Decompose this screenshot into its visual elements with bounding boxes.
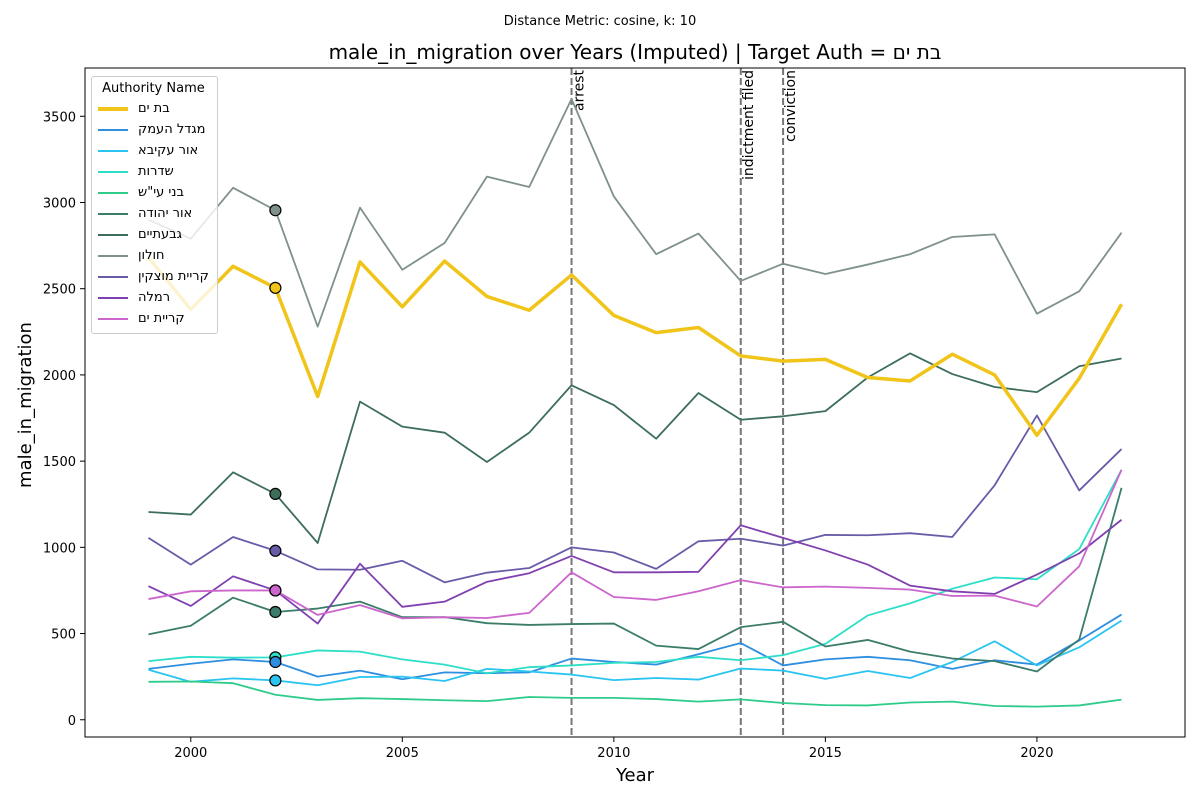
series-line bbox=[148, 519, 1123, 625]
imputed-point bbox=[269, 487, 282, 500]
legend-item: קריית מוצקין bbox=[98, 266, 209, 287]
x-tick-label: 2020 bbox=[1020, 746, 1053, 761]
event-label-conviction: conviction bbox=[783, 70, 799, 142]
legend-label: בני עי"ש bbox=[138, 185, 184, 200]
series-line bbox=[148, 469, 1123, 675]
legend-swatch bbox=[98, 275, 128, 278]
imputed-point bbox=[269, 281, 282, 294]
legend-label: קריית מוצקין bbox=[138, 269, 209, 284]
legend-swatch bbox=[98, 317, 128, 320]
chart-title: male_in_migration over Years (Imputed) |… bbox=[328, 40, 942, 64]
legend-label: שדרות bbox=[138, 164, 174, 179]
series-lines bbox=[147, 98, 1124, 708]
legend-swatch bbox=[98, 212, 128, 215]
legend-label: אור יהודה bbox=[138, 206, 193, 221]
legend-item: בת ים bbox=[98, 98, 209, 119]
y-tick-label: 0 bbox=[68, 714, 76, 729]
legend-title: Authority Name bbox=[102, 81, 205, 96]
event-markers: arrest indictment filed conviction bbox=[570, 68, 799, 737]
x-axis-label: Year bbox=[615, 765, 655, 786]
series-line bbox=[147, 256, 1124, 438]
legend-item: שדרות bbox=[98, 161, 209, 182]
legend-label: רמלה bbox=[138, 290, 171, 305]
legend-swatch bbox=[98, 233, 128, 236]
y-tick-label: 500 bbox=[51, 628, 76, 643]
legend-swatch bbox=[98, 106, 128, 111]
legend-swatch bbox=[98, 128, 128, 131]
imputed-point bbox=[269, 544, 282, 557]
legend-items: בת ים מגדל העמק אור עקיבא שדרות בני עי"ש אור … bbox=[98, 98, 209, 329]
series-line bbox=[148, 613, 1123, 681]
event-label-indictment-filed: indictment filed bbox=[741, 70, 757, 180]
legend-swatch bbox=[98, 149, 128, 152]
legend-swatch bbox=[98, 170, 128, 173]
imputed-point bbox=[269, 655, 282, 669]
legend-label: אור עקיבא bbox=[138, 143, 199, 158]
imputed-point bbox=[269, 674, 282, 687]
x-tick-label: 2015 bbox=[809, 746, 842, 761]
y-tick-label: 2500 bbox=[43, 283, 76, 298]
y-tick-label: 2000 bbox=[43, 369, 76, 384]
imputed-point bbox=[269, 584, 282, 597]
legend-item: אור עקיבא bbox=[98, 140, 209, 161]
x-tick-label: 2010 bbox=[597, 746, 630, 761]
imputed-point bbox=[269, 204, 282, 217]
legend-item: גבעתיים bbox=[98, 224, 209, 245]
legend-item: אור יהודה bbox=[98, 203, 209, 224]
y-tick-label: 3500 bbox=[43, 110, 76, 125]
y-tick-label: 3000 bbox=[43, 196, 76, 211]
legend-item: קריית ים bbox=[98, 308, 209, 329]
legend-swatch bbox=[98, 296, 128, 299]
y-tick-label: 1000 bbox=[43, 541, 76, 556]
legend: Authority Name בת ים מגדל העמק אור עקיבא שד… bbox=[91, 76, 218, 334]
series-line bbox=[148, 352, 1122, 544]
legend-label: חולון bbox=[138, 248, 165, 263]
imputed-point bbox=[269, 605, 282, 619]
legend-label: גבעתיים bbox=[138, 227, 182, 242]
series-line bbox=[148, 98, 1123, 328]
axes: 2000 2005 2010 2015 2020 0 500 1000 1500 2000 2500… bbox=[43, 67, 1186, 761]
series-line bbox=[147, 414, 1123, 584]
x-tick-label: 2005 bbox=[386, 746, 419, 761]
page-suptitle: Distance Metric: cosine, k: 10 bbox=[503, 14, 697, 29]
legend-swatch bbox=[98, 191, 128, 194]
series-line bbox=[148, 469, 1123, 620]
imputed-markers bbox=[269, 204, 282, 687]
x-tick-label: 2000 bbox=[174, 746, 207, 761]
legend-label: מגדל העמק bbox=[138, 122, 206, 137]
plot-frame bbox=[84, 67, 1186, 738]
series-line bbox=[148, 619, 1123, 687]
legend-swatch bbox=[98, 254, 128, 257]
legend-item: רמלה bbox=[98, 287, 209, 308]
series-line bbox=[148, 487, 1123, 673]
legend-label: קריית ים bbox=[138, 311, 185, 326]
y-tick-label: 1500 bbox=[43, 455, 76, 470]
y-axis-label: male_in_migration bbox=[15, 322, 36, 488]
legend-item: מגדל העמק bbox=[98, 119, 209, 140]
legend-item: בני עי"ש bbox=[98, 182, 209, 203]
series-line bbox=[148, 680, 1122, 708]
legend-label: בת ים bbox=[138, 101, 170, 116]
event-label-arrest: arrest bbox=[572, 69, 588, 110]
legend-item: חולון bbox=[98, 245, 209, 266]
